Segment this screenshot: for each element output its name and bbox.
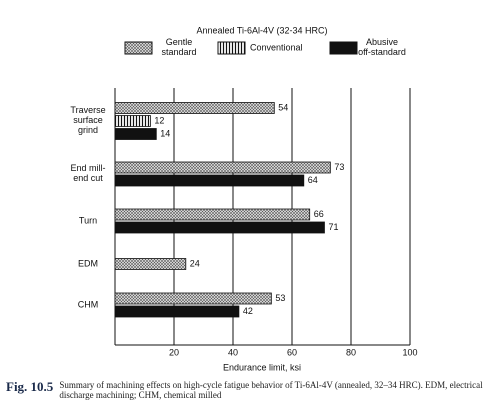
bar [114,102,275,114]
value-label: 24 [190,258,200,268]
bar [114,258,187,270]
legend-label: Abusive off-standard [358,37,406,57]
bar [114,208,311,221]
value-label: 66 [314,209,324,219]
y-tick-label: CHM [78,299,99,309]
value-label: 64 [308,175,318,185]
y-tick-label: EDM [78,258,98,268]
value-label: 53 [275,293,285,303]
caption: Fig. 10.5 Summary of machining effects o… [6,379,491,401]
bar [114,128,157,140]
caption-text: Summary of machining effects on high-cyc… [59,380,483,400]
legend-swatch [124,41,153,55]
legend-label: Gentle standard [161,37,196,57]
y-tick-label: Traverse surface grind [70,105,105,135]
legend-swatch [217,41,246,55]
value-label: 73 [334,162,344,172]
value-label: 42 [243,306,253,316]
bar [114,161,331,174]
value-label: 12 [154,115,164,125]
y-tick-label: Turn [79,215,97,225]
x-tick-label: 40 [228,347,238,357]
value-label: 54 [278,102,288,112]
bar [114,174,305,187]
x-tick-label: 60 [287,347,297,357]
value-label: 14 [160,128,170,138]
bar [114,305,240,318]
chart: Annealed Ti-6Al-4V (32-34 HRC) Endurance… [70,25,417,372]
bar [114,115,151,127]
caption-label: Fig. 10.5 [6,379,54,394]
legend-label: Conventional [250,42,303,52]
bar [114,221,325,234]
bar [114,292,272,305]
x-tick-label: 80 [346,347,356,357]
chart-title: Annealed Ti-6Al-4V (32-34 HRC) [196,25,327,35]
x-tick-label: 20 [169,347,179,357]
x-axis-label: Endurance limit, ksi [223,362,301,372]
legend-swatch [329,41,358,55]
value-label: 71 [328,222,338,232]
y-tick-label: End mill-end cut [70,163,105,183]
x-tick-label: 100 [402,347,417,357]
